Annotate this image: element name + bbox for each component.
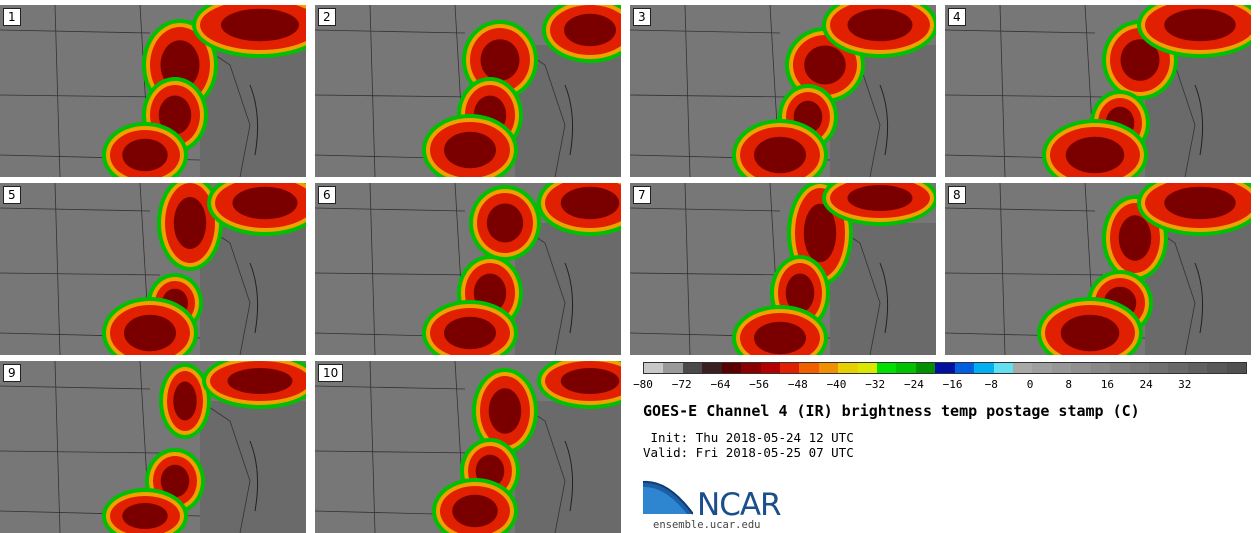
panel-number-label: 7 (633, 186, 651, 204)
postage-stamp-panel: 7 (630, 183, 936, 355)
panel-number-label: 2 (318, 8, 336, 26)
colorbar-ticks: −80 −72 −64 −56 −48 −40 −32 −24 −16 −8 0 8 16 24 32 (633, 378, 1247, 394)
colorbar-tick-label: −8 (984, 378, 998, 391)
satellite-map-icon (0, 183, 306, 355)
colorbar-segment (838, 363, 858, 373)
ncar-logo-text: NCAR (697, 487, 782, 523)
postage-stamp-panel: 5 (0, 183, 306, 355)
colorbar-tick-label: −48 (787, 378, 808, 391)
satellite-map-icon (315, 183, 621, 355)
colorbar-segment (721, 363, 742, 373)
colorbar-segment (1148, 363, 1169, 373)
satellite-map-icon (315, 5, 621, 177)
colorbar-tick-label: −24 (903, 378, 924, 391)
colorbar-segment (857, 363, 878, 373)
colorbar-tick-label: 16 (1100, 378, 1115, 391)
colorbar-segment (935, 363, 955, 373)
colorbar-segment (741, 363, 761, 373)
colorbar-segment (1032, 363, 1052, 373)
panel-number-label: 1 (3, 8, 21, 26)
satellite-map-icon (0, 361, 306, 533)
colorbar-tick-label: 24 (1139, 378, 1153, 391)
panel-number-label: 4 (948, 8, 966, 26)
colorbar-segment (663, 363, 683, 373)
colorbar (643, 362, 1247, 374)
colorbar-tick-label: −72 (671, 378, 692, 391)
colorbar-tick-label: −56 (749, 378, 770, 391)
panel-number-label: 5 (3, 186, 21, 204)
postage-stamp-panel: 2 (315, 5, 621, 177)
init-time: Init: Thu 2018-05-24 12 UTC (643, 430, 854, 445)
colorbar-segment (644, 363, 664, 373)
colorbar-segment (799, 363, 819, 373)
panel-number-label: 10 (318, 364, 344, 382)
colorbar-segment (760, 363, 780, 373)
panel-number-label: 6 (318, 186, 336, 204)
panel-number-label: 8 (948, 186, 966, 204)
colorbar-segment (1187, 363, 1208, 373)
satellite-map-icon (315, 361, 621, 533)
colorbar-segment (1013, 363, 1033, 373)
site-url[interactable]: ensemble.ucar.edu (653, 519, 761, 531)
satellite-map-icon (630, 183, 936, 355)
colorbar-tick-label: −40 (826, 378, 847, 391)
colorbar-segment (1090, 363, 1111, 373)
colorbar-tick-label: 8 (1065, 378, 1072, 391)
colorbar-tick-label: −80 (633, 378, 653, 391)
colorbar-segment (779, 363, 800, 373)
postage-stamp-panel: 3 (630, 5, 936, 177)
colorbar-segment (896, 363, 916, 373)
postage-stamp-panel: 6 (315, 183, 621, 355)
colorbar-segment (877, 363, 897, 373)
colorbar-segment (1051, 363, 1072, 373)
figure-title: GOES-E Channel 4 (IR) brightness temp po… (643, 402, 1140, 420)
postage-stamp-panel: 4 (945, 5, 1251, 177)
colorbar-segment (1207, 363, 1227, 373)
panel-number-label: 9 (3, 364, 21, 382)
panel-number-label: 3 (633, 8, 651, 26)
colorbar-tick-label: 32 (1178, 378, 1192, 391)
colorbar-segment (974, 363, 994, 373)
colorbar-segment (954, 363, 975, 373)
colorbar-tick-label: −32 (865, 378, 886, 391)
colorbar-tick-label: 0 (1026, 378, 1034, 391)
postage-stamp-panel: 1 (0, 5, 306, 177)
satellite-map-icon (0, 5, 306, 177)
postage-stamp-panel: 9 (0, 361, 306, 533)
colorbar-segment (1071, 363, 1091, 373)
colorbar-segment (1226, 363, 1247, 373)
colorbar-segment (915, 363, 936, 373)
postage-stamp-panel: 8 (945, 183, 1251, 355)
satellite-map-icon (945, 5, 1251, 177)
colorbar-tick-label: −16 (942, 378, 963, 391)
colorbar-segment (1129, 363, 1149, 373)
colorbar-segment (993, 363, 1014, 373)
colorbar-segment (818, 363, 839, 373)
colorbar-segment (1110, 363, 1130, 373)
colorbar-segment (702, 363, 722, 373)
valid-time: Valid: Fri 2018-05-25 07 UTC (643, 445, 854, 460)
ncar-logo-icon (643, 480, 693, 515)
colorbar-segment (1168, 363, 1188, 373)
postage-stamp-panel: 10 (315, 361, 621, 533)
colorbar-segment (682, 363, 703, 373)
satellite-map-icon (945, 183, 1251, 355)
satellite-map-icon (630, 5, 936, 177)
colorbar-tick-label: −64 (710, 378, 731, 391)
